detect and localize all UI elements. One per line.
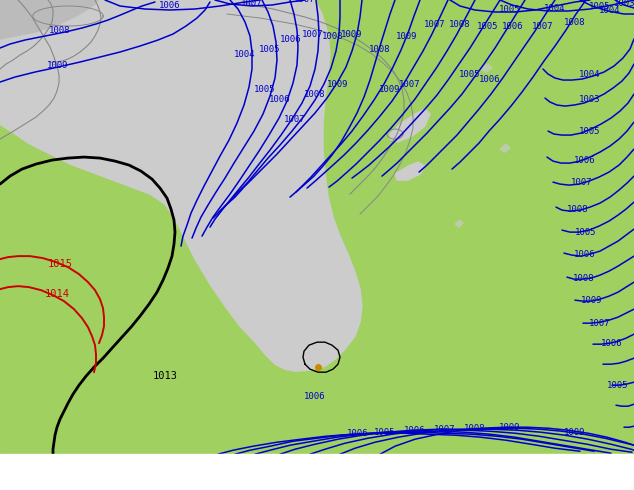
- Polygon shape: [50, 8, 68, 16]
- Text: 1004: 1004: [599, 5, 621, 15]
- Text: 1009: 1009: [581, 295, 603, 305]
- Text: 1013: 1013: [153, 371, 178, 381]
- Text: 1007: 1007: [571, 177, 593, 187]
- Polygon shape: [455, 220, 463, 227]
- Text: 1007: 1007: [589, 318, 611, 328]
- Text: 1005: 1005: [459, 70, 481, 78]
- Text: 1008: 1008: [369, 45, 391, 53]
- Text: 1005: 1005: [254, 85, 276, 94]
- Text: 1003: 1003: [579, 95, 601, 103]
- Text: 1009: 1009: [327, 79, 349, 89]
- Text: 1006: 1006: [574, 249, 596, 259]
- Text: 1008: 1008: [49, 25, 71, 34]
- Text: 1008: 1008: [322, 31, 344, 41]
- Text: 1005: 1005: [477, 22, 499, 30]
- Text: Fr 03-05-2024 18:00 UTC (18+24): Fr 03-05-2024 18:00 UTC (18+24): [409, 462, 630, 475]
- Text: 1009: 1009: [499, 423, 521, 432]
- Text: 1007: 1007: [294, 0, 316, 4]
- Polygon shape: [0, 0, 98, 39]
- Polygon shape: [480, 64, 492, 72]
- Text: 1006: 1006: [479, 74, 501, 83]
- Text: 1008: 1008: [573, 273, 595, 283]
- Text: 1008: 1008: [567, 205, 589, 214]
- Polygon shape: [0, 0, 362, 371]
- Text: 1007: 1007: [302, 29, 324, 39]
- Text: 1014: 1014: [44, 289, 70, 299]
- Text: 1004: 1004: [544, 3, 566, 13]
- Text: 1005: 1005: [579, 126, 601, 136]
- Text: 1006: 1006: [574, 156, 596, 165]
- Text: 1006: 1006: [159, 0, 181, 9]
- Text: 1005: 1005: [374, 428, 396, 437]
- Polygon shape: [500, 144, 510, 152]
- Text: 1006: 1006: [601, 339, 623, 348]
- Text: 1007: 1007: [284, 115, 306, 123]
- Text: 1008: 1008: [450, 20, 471, 28]
- Text: ©weatheronline.co.uk: ©weatheronline.co.uk: [495, 479, 630, 489]
- Text: 1009: 1009: [564, 428, 586, 437]
- Polygon shape: [395, 162, 425, 180]
- Text: 1008: 1008: [564, 18, 586, 26]
- Text: 1009: 1009: [379, 85, 401, 94]
- Text: 1006: 1006: [304, 392, 326, 401]
- Text: 1004: 1004: [234, 49, 256, 58]
- Text: 1005: 1005: [575, 228, 597, 237]
- Text: 1006: 1006: [347, 429, 369, 438]
- Text: 1005: 1005: [499, 4, 521, 14]
- Text: 1007: 1007: [533, 22, 553, 30]
- Text: 1005: 1005: [259, 45, 281, 53]
- Text: 1009: 1009: [48, 61, 68, 70]
- Polygon shape: [390, 109, 430, 142]
- Text: 1007: 1007: [399, 79, 421, 89]
- Text: 1009: 1009: [341, 29, 363, 39]
- Text: 1005: 1005: [589, 1, 611, 10]
- Text: 1008: 1008: [464, 424, 486, 433]
- Text: 1006: 1006: [280, 34, 302, 44]
- Text: 1005: 1005: [607, 381, 629, 390]
- Text: 1006: 1006: [269, 95, 291, 103]
- Text: 1006: 1006: [502, 22, 524, 30]
- Polygon shape: [40, 21, 56, 28]
- Text: 1007: 1007: [242, 0, 262, 7]
- Polygon shape: [18, 14, 35, 21]
- Text: 1008: 1008: [304, 90, 326, 98]
- Text: 1003: 1003: [614, 0, 634, 7]
- Text: 1009: 1009: [396, 31, 418, 41]
- Text: 1007: 1007: [424, 20, 446, 28]
- Text: 1006: 1006: [404, 426, 426, 435]
- Text: 1004: 1004: [579, 70, 601, 78]
- Text: 1015: 1015: [48, 259, 72, 269]
- Text: 1007: 1007: [434, 425, 456, 434]
- Text: Surface pressure [hPa] ECMWF: Surface pressure [hPa] ECMWF: [4, 462, 204, 475]
